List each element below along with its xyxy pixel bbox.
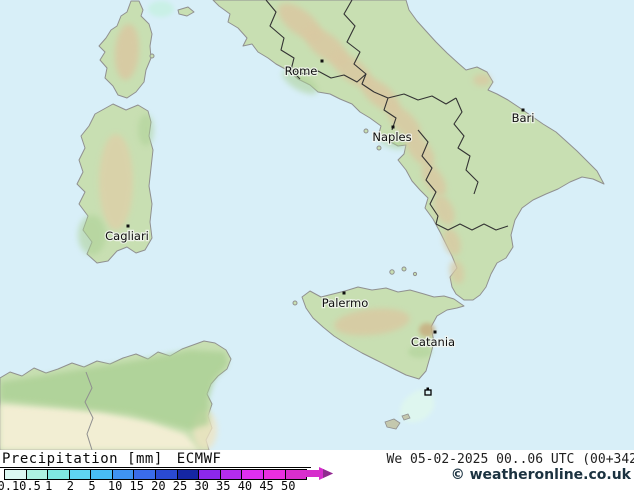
legend-arrow [306,467,333,480]
copyright-text: © weatheronline.co.uk [450,467,631,483]
city-markers: Rome Naples Bari Cagliari Palermo Catania [104,59,536,350]
legend-unit: [mm] [127,451,163,467]
city-marker-rome: Rome [283,59,324,79]
aeolian-island [401,266,407,272]
small-island [363,128,369,134]
legend-title-text: Precipitation [2,451,119,467]
city-dot [521,108,525,112]
legend-tick-label: 1 [45,479,53,490]
legend-tick-label: 10 [107,479,123,490]
precip-patch-south-sicily [400,389,435,423]
small-island [149,53,155,59]
city-label: Naples [372,130,411,144]
city-marker-bari: Bari [510,108,536,126]
legend-color-cell [5,470,27,479]
legend-tick-label: 35 [216,479,231,490]
aeolian-island [389,269,395,275]
egadi-island [292,300,298,306]
legend-underline [0,467,311,468]
legend-strip: Precipitation [mm] ECMWF 0.1 0.5 1 2 5 10 15 20 25… [0,450,634,490]
legend-color-cell [69,470,92,479]
legend-color-cell [177,470,200,479]
legend-arrow-tip [323,469,333,478]
legend-tick-label: 50 [280,479,296,490]
legend-tick-label: 2 [66,479,74,490]
legend-color-cell [242,470,264,479]
valid-datetime-text: We 05-02-2025 00..06 UTC (00+342 [386,452,634,467]
legend-arrow-body [306,467,333,480]
legend-tick-label: 25 [172,479,188,490]
legend-color-cell [285,470,307,479]
elba-island [177,6,195,17]
legend-tick-label: 0.1 [0,479,20,490]
precipitation-patches [148,1,435,423]
legend-color-cell [26,470,49,479]
terrain-shading [0,3,491,450]
legend-title: Precipitation [mm] ECMWF [2,451,221,467]
weather-map-svg: Rome Naples Bari Cagliari Palermo Catania [0,0,634,450]
city-label: Palermo [322,296,369,310]
city-dot [433,330,437,334]
city-marker-catania: Catania [410,330,456,350]
legend-tick-label: 30 [194,479,209,490]
city-label: Catania [411,335,455,349]
legend-color-cell [199,470,221,479]
city-marker-cagliari: Cagliari [104,224,150,244]
legend-color-cell [112,470,135,479]
legend-tick-label: 45 [259,479,274,490]
precipitation-map: Rome Naples Bari Cagliari Palermo Catania [0,0,634,450]
legend-color-cell [48,470,70,479]
legend-color-cell [156,470,178,479]
precip-patch-corsica [148,1,174,17]
city-label: Rome [285,64,318,78]
city-marker-naples: Naples [371,125,413,145]
legend-color-bar [4,469,307,480]
malta-islands [384,413,411,430]
algeria-tunisia-border [84,371,94,450]
city-label: Bari [512,111,535,125]
legend-color-cell [134,470,157,479]
city-dot [342,291,346,295]
legend-color-cell [263,470,286,479]
city-dot [391,125,395,129]
map-point-symbol [424,387,432,396]
legend-model: ECMWF [176,451,222,467]
small-island [376,145,382,151]
city-marker-palermo: Palermo [321,291,369,311]
region-borders [265,0,509,231]
legend-color-cell [220,470,243,479]
aeolian-island [412,271,418,277]
city-dot [126,224,130,228]
legend-tick-label: 15 [129,479,144,490]
legend-tick-label: 0.5 [19,479,41,490]
legend-tick-row: 0.1 0.5 1 2 5 10 15 20 25 30 35 40 45 50 [0,479,340,490]
city-label: Cagliari [105,229,149,243]
legend-tick-label: 40 [237,479,253,490]
legend-color-cell [91,470,113,479]
legend-tick-label: 5 [88,479,96,490]
legend-tick-label: 20 [151,479,166,490]
city-dot [320,59,324,63]
